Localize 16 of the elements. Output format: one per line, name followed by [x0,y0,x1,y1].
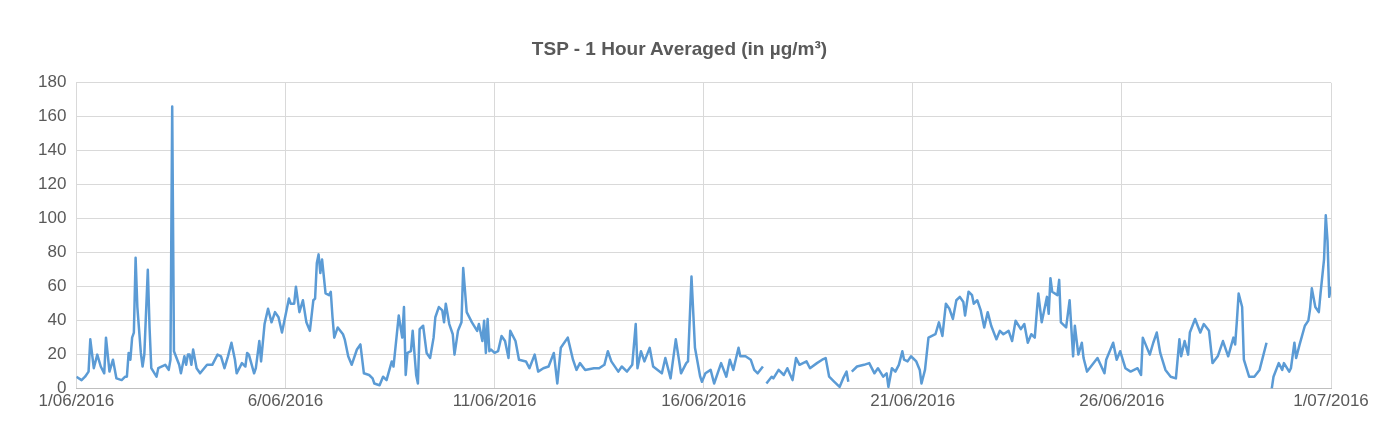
x-tick-label: 26/06/2016 [1079,391,1165,411]
y-tick-label: 180 [37,72,67,92]
y-tick-label: 60 [47,276,67,296]
x-tick-label: 6/06/2016 [247,391,324,411]
y-tick-label: 100 [37,208,67,228]
x-tick-label: 16/06/2016 [661,391,747,411]
y-tick-label: 120 [37,174,67,194]
chart-title: TSP - 1 Hour Averaged (in µg/m³) [531,37,828,59]
y-tick-label: 20 [47,344,67,364]
y-tick-label: 40 [47,310,67,330]
y-tick-label: 140 [37,140,67,160]
x-tick-label: 1/07/2016 [1293,391,1369,411]
y-tick-label: 160 [37,106,67,126]
x-tick-label: 11/06/2016 [452,391,537,411]
y-tick-label: 80 [47,242,67,262]
x-tick-label: 21/06/2016 [870,391,956,411]
